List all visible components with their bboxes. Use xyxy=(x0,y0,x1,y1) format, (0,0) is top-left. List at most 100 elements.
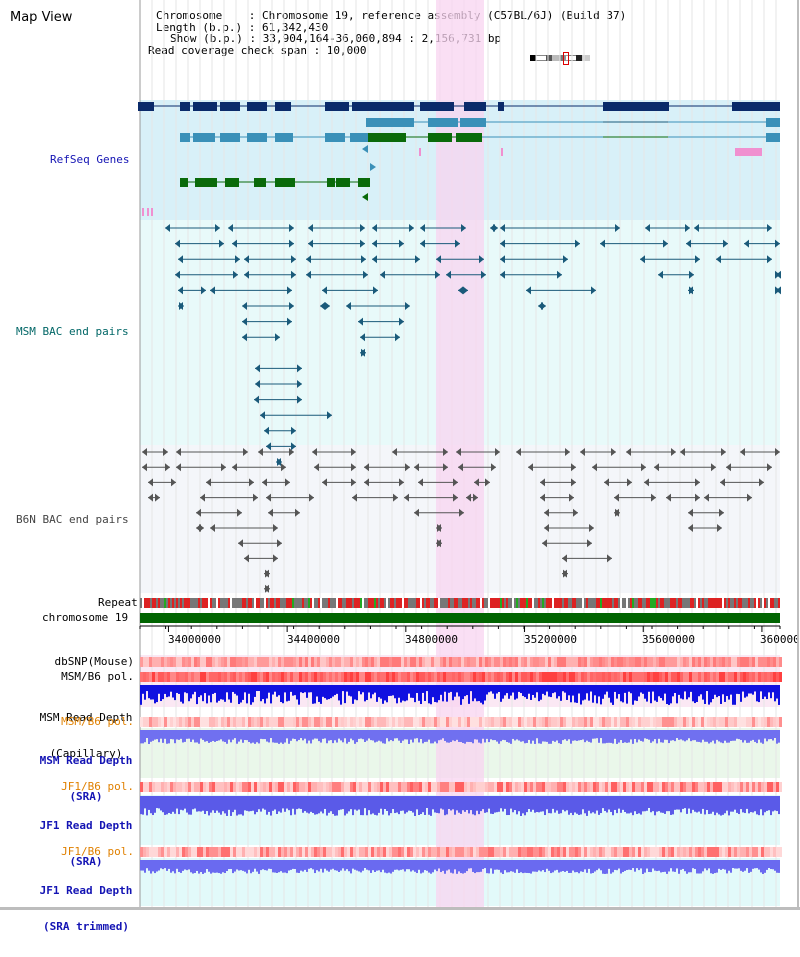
msm-pol-heat-cell xyxy=(551,672,554,682)
repeat-block xyxy=(284,598,286,608)
jf1-pol-heat-cell xyxy=(218,782,221,792)
jf1-pol2-heat-cell xyxy=(620,847,623,857)
msm-capillary-depth-bar xyxy=(766,685,768,700)
b6n-bac-pair-end xyxy=(740,448,745,456)
jf1-sra-depth-bar xyxy=(270,796,272,816)
msm-pol-heat-cell xyxy=(239,672,242,682)
msm-pol-heat-cell xyxy=(488,672,491,682)
msm-capillary-depth-bar xyxy=(156,685,158,703)
repeat-block xyxy=(448,598,450,608)
msm-pol2-heat-cell xyxy=(752,717,755,727)
jf1-sra-depth-bar xyxy=(344,796,346,816)
b6n-bac-pair-end xyxy=(148,478,153,487)
repeat-block xyxy=(338,598,340,608)
genome-tracks-canvas[interactable] xyxy=(0,0,800,910)
jf1-pol-heat-cell xyxy=(722,782,725,792)
jf1-pol-heat-cell xyxy=(665,782,668,792)
jf1-pol-heat-cell xyxy=(428,782,431,792)
track-label-msm-depth-capillary[interactable]: MSM Read Depth (Capillary) xyxy=(30,688,142,784)
msm-capillary-depth-bar xyxy=(700,685,702,695)
msm-capillary-depth-bar xyxy=(248,685,250,694)
msm-bac-pair-end xyxy=(458,286,463,295)
track-label-jf1-depth-sra[interactable]: JF1 Read Depth (SRA) xyxy=(30,796,142,892)
jf1-pol-heat-cell xyxy=(653,782,656,792)
track-label-dbsnp[interactable]: dbSNP(Mouse) xyxy=(54,655,134,668)
dbsnp-heat-cell xyxy=(482,657,485,667)
repeat-block xyxy=(592,598,594,608)
track-label-chromosome[interactable]: chromosome 19 xyxy=(42,611,129,624)
track-label-msm-pol[interactable]: MSM/B6 pol. xyxy=(61,670,134,683)
ideogram-position-marker[interactable] xyxy=(563,52,569,65)
jf1-pol2-heat-cell xyxy=(365,847,368,857)
jf1-trimmed-depth-bar xyxy=(470,860,472,869)
msm-pol2-heat-cell xyxy=(359,717,362,727)
msm-pol-heat-cell xyxy=(596,672,599,682)
repeat-block xyxy=(198,598,200,608)
repeat-block xyxy=(218,598,220,608)
jf1-trimmed-depth-bar xyxy=(418,860,420,870)
msm-sra-depth-bar xyxy=(328,730,330,741)
jf1-sra-depth-bar xyxy=(412,796,414,813)
msm-sra-depth-bar xyxy=(302,730,304,741)
jf1-sra-depth-bar xyxy=(518,796,520,812)
jf1-pol-heat-cell xyxy=(587,782,590,792)
msm-capillary-depth-bar xyxy=(378,685,380,698)
jf1-pol-heat-cell xyxy=(329,782,332,792)
chromosome-ideogram[interactable] xyxy=(530,52,590,65)
track-label-msm-pol-2[interactable]: MSM/B6 pol. xyxy=(61,715,134,728)
msm-capillary-depth-bar xyxy=(294,685,296,696)
track-label-refseq[interactable]: RefSeq Genes xyxy=(50,153,130,166)
jf1-pol2-heat-cell xyxy=(614,847,617,857)
jf1-pol2-heat-cell xyxy=(152,847,155,857)
msm-pol-heat-cell xyxy=(443,672,446,682)
jf1-trimmed-depth-bar xyxy=(340,860,342,871)
jf1-trimmed-depth-bar xyxy=(646,860,648,869)
jf1-pol2-heat-cell xyxy=(176,847,179,857)
repeat-block xyxy=(332,598,334,608)
msm-pol2-heat-cell xyxy=(539,717,542,727)
dbsnp-heat-cell xyxy=(446,657,449,667)
msm-pol-heat-cell xyxy=(323,672,326,682)
jf1-trimmed-depth-bar xyxy=(220,860,222,874)
track-label-jf1-pol[interactable]: JF1/B6 pol. xyxy=(61,780,134,793)
jf1-sra-depth-bar xyxy=(566,796,568,811)
jf1-pol2-heat-cell xyxy=(287,847,290,857)
b6n-bac-pair-end xyxy=(176,463,181,472)
jf1-sra-depth-bar xyxy=(472,796,474,815)
jf1-trimmed-depth-bar xyxy=(204,860,206,873)
jf1-pol-heat-cell xyxy=(311,782,314,792)
msm-bac-pair-end xyxy=(500,224,505,232)
axis-tick-label: 34000000 xyxy=(168,633,221,646)
jf1-sra-depth-bar xyxy=(146,796,148,816)
msm-pol-heat-cell xyxy=(650,672,653,682)
msm-sra-depth-bar xyxy=(286,730,288,739)
jf1-trimmed-depth-bar xyxy=(564,860,566,872)
msm-sra-depth-bar xyxy=(200,730,202,739)
msm-sra-depth-bar xyxy=(450,730,452,742)
msm-sra-depth-bar xyxy=(614,730,616,739)
msm-pol2-heat-cell xyxy=(509,717,512,727)
track-label-b6n-bac[interactable]: B6N BAC end pairs xyxy=(16,513,129,526)
jf1-sra-depth-bar xyxy=(516,796,518,815)
msm-capillary-depth-bar xyxy=(406,685,408,701)
jf1-sra-depth-bar xyxy=(440,796,442,809)
track-label-msm-depth-sra[interactable]: MSM Read Depth (SRA) xyxy=(30,731,142,827)
msm-capillary-depth-bar xyxy=(222,685,224,700)
msm-sra-depth-bar xyxy=(348,730,350,742)
jf1-sra-depth-bar xyxy=(748,796,750,814)
repeat-block xyxy=(520,598,522,608)
b6n-bac-pair-end xyxy=(414,508,419,517)
repeat-block xyxy=(404,598,406,608)
jf1-depth-trimmed-line1: JF1 Read Depth xyxy=(39,884,133,897)
track-label-msm-bac[interactable]: MSM BAC end pairs xyxy=(16,325,129,338)
track-label-repeat[interactable]: Repeat xyxy=(98,596,138,609)
msm-pol-heat-cell xyxy=(581,672,584,682)
jf1-pol-heat-cell xyxy=(398,782,401,792)
jf1-sra-depth-bar xyxy=(754,796,756,812)
jf1-sra-depth-bar xyxy=(752,796,754,813)
msm-pol2-heat-cell xyxy=(425,717,428,727)
jf1-sra-depth-bar xyxy=(350,796,352,810)
jf1-pol2-heat-cell xyxy=(758,847,761,857)
b6n-bac-pair-end xyxy=(238,539,243,548)
track-label-jf1-pol-2[interactable]: JF1/B6 pol. xyxy=(61,845,134,858)
